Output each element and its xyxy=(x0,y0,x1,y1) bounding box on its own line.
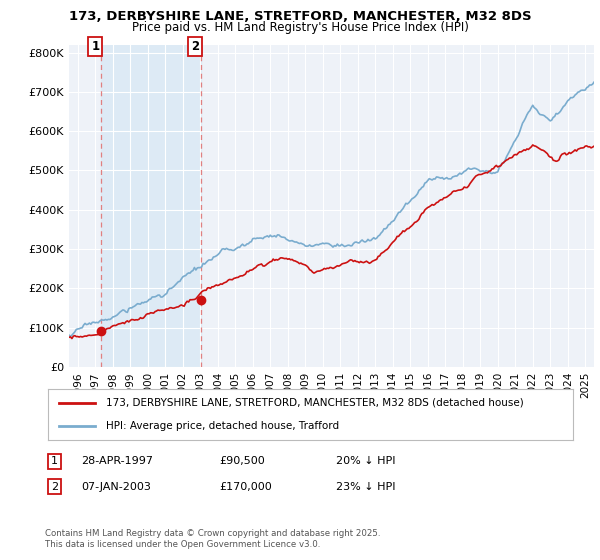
Text: 07-JAN-2003: 07-JAN-2003 xyxy=(81,482,151,492)
Text: 28-APR-1997: 28-APR-1997 xyxy=(81,456,153,466)
Text: 173, DERBYSHIRE LANE, STRETFORD, MANCHESTER, M32 8DS (detached house): 173, DERBYSHIRE LANE, STRETFORD, MANCHES… xyxy=(106,398,523,408)
Text: 2: 2 xyxy=(51,482,58,492)
Text: Contains HM Land Registry data © Crown copyright and database right 2025.
This d: Contains HM Land Registry data © Crown c… xyxy=(45,529,380,549)
Bar xyxy=(101,45,201,367)
Text: 1: 1 xyxy=(91,40,100,53)
Text: 173, DERBYSHIRE LANE, STRETFORD, MANCHESTER, M32 8DS: 173, DERBYSHIRE LANE, STRETFORD, MANCHES… xyxy=(68,10,532,23)
Text: 1: 1 xyxy=(51,456,58,466)
Text: £90,500: £90,500 xyxy=(219,456,265,466)
Text: 23% ↓ HPI: 23% ↓ HPI xyxy=(336,482,395,492)
Text: £170,000: £170,000 xyxy=(219,482,272,492)
Text: 2: 2 xyxy=(191,40,199,53)
Text: HPI: Average price, detached house, Trafford: HPI: Average price, detached house, Traf… xyxy=(106,421,339,431)
Text: Price paid vs. HM Land Registry's House Price Index (HPI): Price paid vs. HM Land Registry's House … xyxy=(131,21,469,34)
Text: 20% ↓ HPI: 20% ↓ HPI xyxy=(336,456,395,466)
